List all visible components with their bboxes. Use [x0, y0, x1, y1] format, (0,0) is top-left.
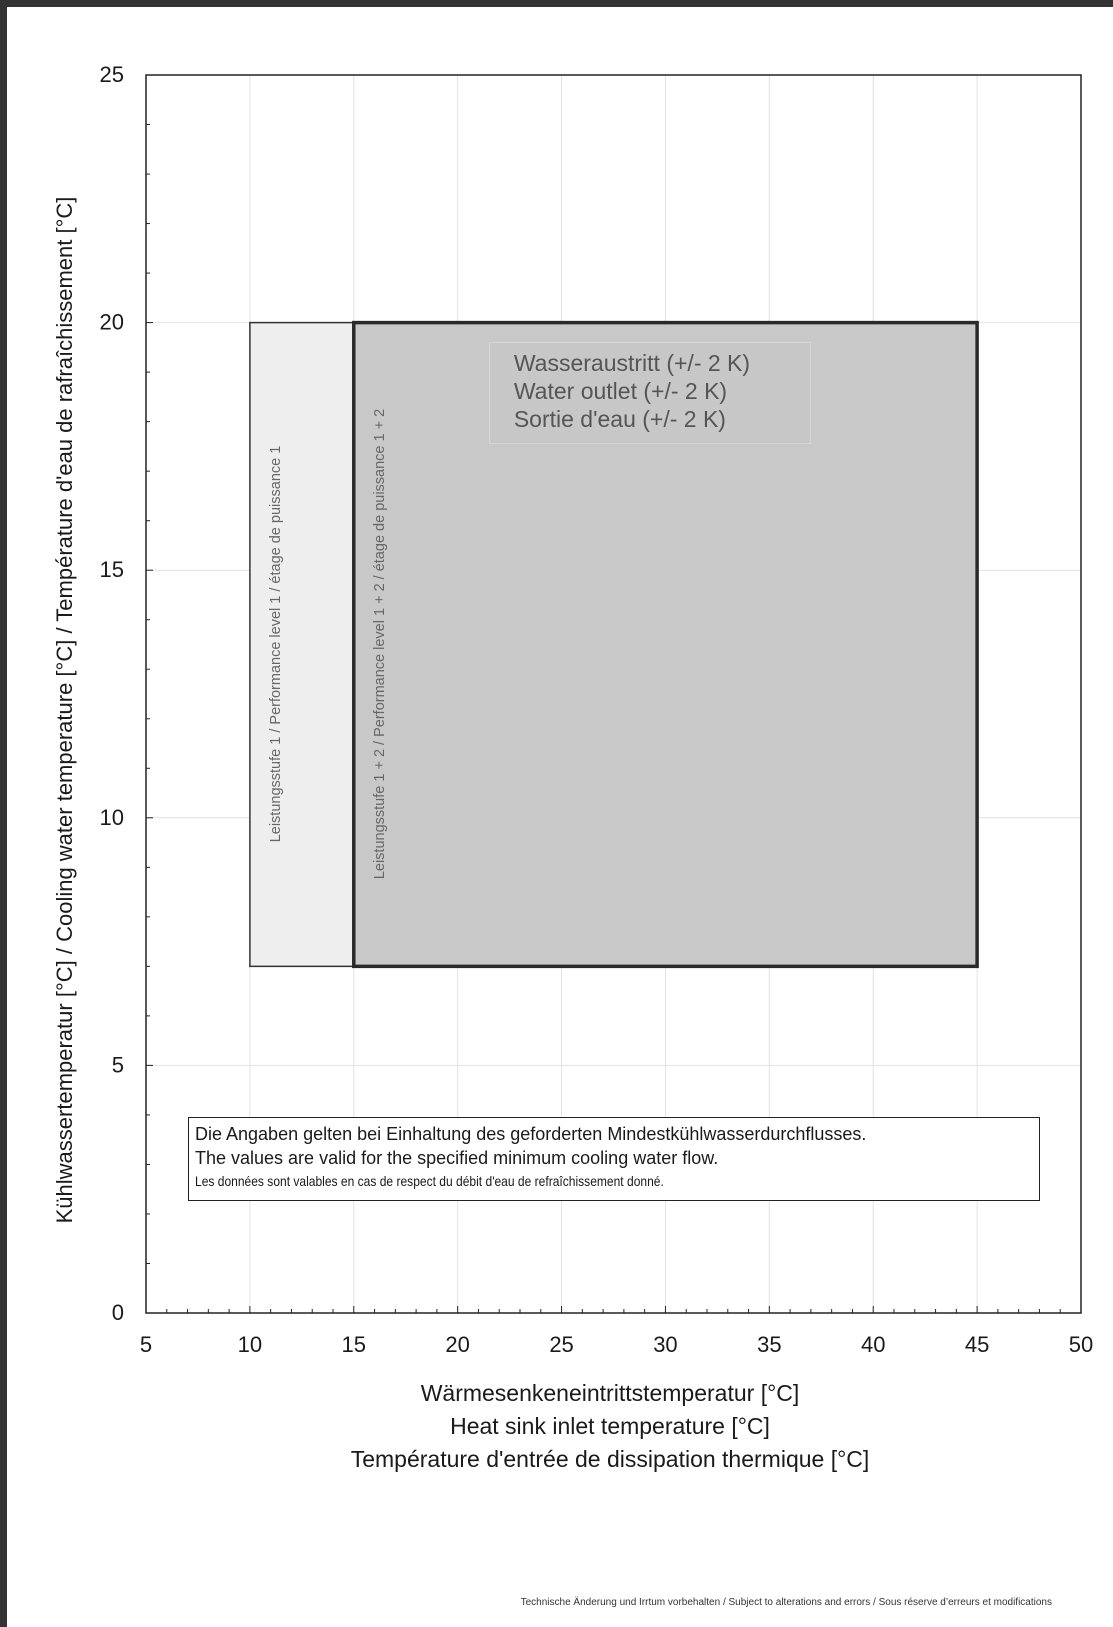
y-tick-label: 10	[100, 805, 124, 830]
x-tick-label: 40	[861, 1332, 885, 1357]
x-tick-label: 25	[549, 1332, 573, 1357]
region-1	[249, 321, 355, 968]
y-tick-label: 5	[112, 1052, 124, 1077]
region-label-level-1: Leistungsstufe 1 / Performance level 1 /…	[267, 446, 284, 843]
x-tick-label: 30	[653, 1332, 677, 1357]
plot-frame	[145, 74, 1082, 1314]
y-tick-label: 25	[100, 62, 124, 87]
footer-disclaimer: Technische Änderung und Irrtum vorbehalt…	[520, 1597, 1052, 1608]
x-tick-label: 5	[140, 1332, 152, 1357]
y-tick-label: 0	[112, 1300, 124, 1325]
x-tick-label: 20	[445, 1332, 469, 1357]
region-2	[352, 320, 979, 969]
note-line-en: The values are valid for the specified m…	[195, 1148, 719, 1168]
y-tick-label: 20	[100, 310, 124, 335]
outlet-line-en: Water outlet (+/- 2 K)	[513, 378, 728, 405]
y-tick-label: 15	[100, 557, 124, 582]
x-axis-label-de: Wärmesenkeneintrittstemperatur [°C]	[420, 1380, 800, 1406]
region-label-level-1-2: Leistungsstufe 1 + 2 / Performance level…	[371, 409, 388, 880]
x-tick-label: 35	[757, 1332, 781, 1357]
x-axis-label-en: Heat sink inlet temperature [°C]	[450, 1413, 770, 1439]
x-tick-label: 15	[342, 1332, 366, 1357]
outlet-line-fr: Sortie d'eau (+/- 2 K)	[513, 406, 726, 433]
note-line-de: Die Angaben gelten bei Einhaltung des ge…	[195, 1124, 867, 1144]
x-axis-label-fr: Température d'entrée de dissipation ther…	[350, 1446, 870, 1472]
regions	[249, 320, 979, 969]
y-axis-label: Kühlwassertemperatur [°C] / Cooling wate…	[52, 196, 77, 1224]
note-line-fr: Les données sont valables en cas de resp…	[195, 1173, 664, 1189]
water-outlet-annotation: Wasseraustritt (+/- 2 K) Water outlet (+…	[488, 342, 811, 445]
outlet-line-de: Wasseraustritt (+/- 2 K)	[513, 350, 751, 377]
axes	[145, 74, 1082, 1314]
x-tick-label: 45	[965, 1332, 989, 1357]
x-tick-label: 50	[1069, 1332, 1093, 1357]
validity-note-box: Die Angaben gelten bei Einhaltung des ge…	[188, 1117, 1040, 1201]
x-tick-label: 10	[238, 1332, 262, 1357]
